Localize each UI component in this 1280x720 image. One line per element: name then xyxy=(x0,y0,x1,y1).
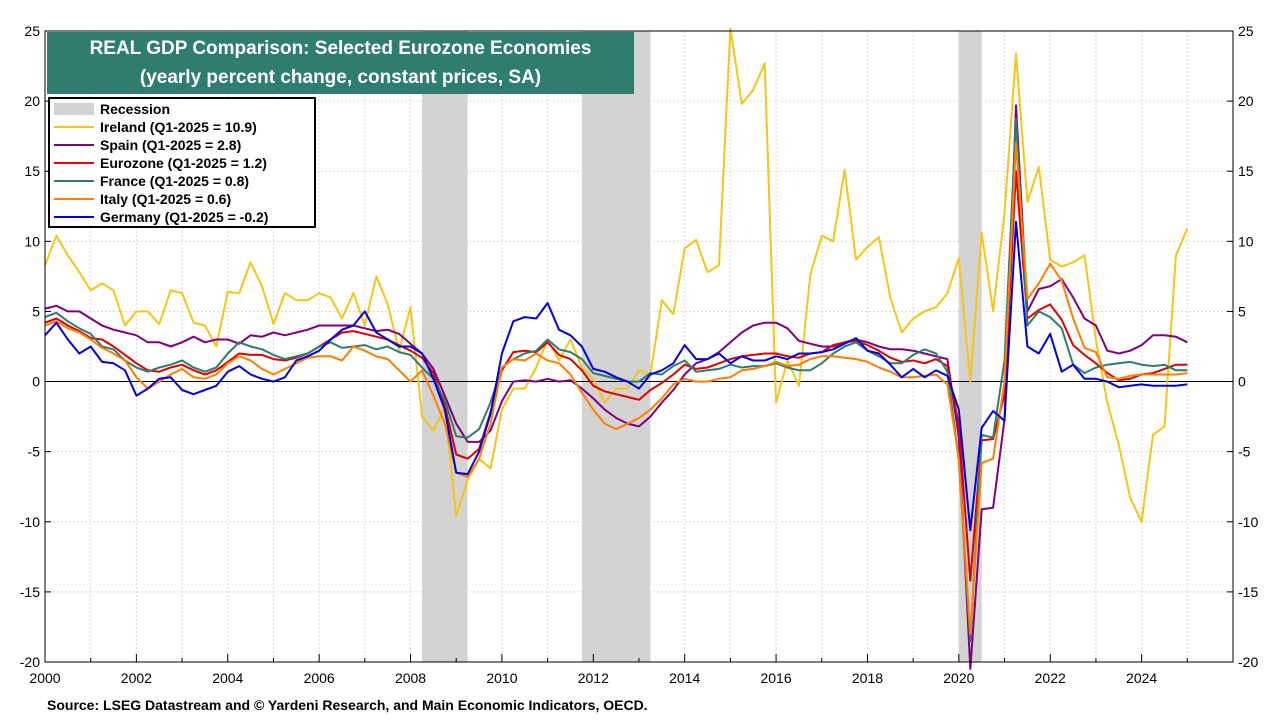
legend-swatch-italy xyxy=(54,198,94,200)
x-tick-label: 2008 xyxy=(395,670,426,686)
series-line xyxy=(44,27,1189,523)
legend-swatch-recession xyxy=(54,103,94,115)
y-tick-label-right: 10 xyxy=(1238,233,1254,249)
y-tick-label-right: -5 xyxy=(1238,444,1251,460)
legend: Recession Ireland (Q1-2025 = 10.9) Spain… xyxy=(48,97,316,228)
series-line xyxy=(44,142,1188,635)
legend-swatch-ireland xyxy=(54,126,94,128)
chart-title: REAL GDP Comparison: Selected Eurozone E… xyxy=(47,32,634,94)
y-tick-label-right: 0 xyxy=(1238,374,1246,390)
x-tick-label: 2016 xyxy=(760,670,791,686)
legend-item-ireland: Ireland (Q1-2025 = 10.9) xyxy=(54,118,257,136)
x-tick-label: 2012 xyxy=(578,670,609,686)
legend-swatch-france xyxy=(54,180,94,182)
legend-item-spain: Spain (Q1-2025 = 2.8) xyxy=(54,136,241,154)
recession-band xyxy=(421,31,468,662)
legend-label-germany: Germany (Q1-2025 = -0.2) xyxy=(100,209,269,225)
legend-label-ireland: Ireland (Q1-2025 = 10.9) xyxy=(100,119,257,135)
source-note: Source: LSEG Datastream and © Yardeni Re… xyxy=(47,697,648,713)
x-tick-label: 2004 xyxy=(212,670,243,686)
y-tick-label-left: 25 xyxy=(24,23,40,39)
legend-item-germany: Germany (Q1-2025 = -0.2) xyxy=(54,208,268,226)
x-tick-label: 2020 xyxy=(943,670,974,686)
chart-title-line1: REAL GDP Comparison: Selected Eurozone E… xyxy=(89,38,592,59)
x-tick-label: 2002 xyxy=(121,670,152,686)
y-tick-label-right: 20 xyxy=(1238,93,1254,109)
y-tick-label-left: 20 xyxy=(24,93,40,109)
recession-band xyxy=(581,31,651,662)
chart-title-line2: (yearly percent change, constant prices,… xyxy=(139,67,542,88)
legend-item-france: France (Q1-2025 = 0.8) xyxy=(54,172,249,190)
legend-item-italy: Italy (Q1-2025 = 0.6) xyxy=(54,190,231,208)
legend-swatch-spain xyxy=(54,144,94,146)
series-lines xyxy=(44,27,1189,670)
series-line xyxy=(44,220,1188,532)
x-tick-label: 2000 xyxy=(29,670,60,686)
x-tick-label: 2018 xyxy=(852,670,883,686)
x-tick-label: 2014 xyxy=(669,670,700,686)
legend-item-eurozone: Eurozone (Q1-2025 = 1.2) xyxy=(54,154,267,172)
x-tick-label: 2010 xyxy=(486,670,517,686)
y-tick-label-right: -10 xyxy=(1238,514,1258,530)
legend-label-spain: Spain (Q1-2025 = 2.8) xyxy=(100,137,242,153)
legend-swatch-germany xyxy=(54,216,94,218)
x-tick-label: 2006 xyxy=(304,670,335,686)
y-tick-label-left: -15 xyxy=(20,584,40,600)
y-tick-label-left: -20 xyxy=(20,654,40,670)
series-line xyxy=(44,118,1188,642)
series-line xyxy=(44,104,1188,670)
y-tick-label-right: -15 xyxy=(1238,584,1258,600)
recession-bands xyxy=(421,31,982,662)
legend-label-eurozone: Eurozone (Q1-2025 = 1.2) xyxy=(100,155,267,171)
legend-label-recession: Recession xyxy=(100,101,171,117)
y-tick-label-right: 25 xyxy=(1238,23,1254,39)
y-tick-label-left: 10 xyxy=(24,233,40,249)
legend-swatch-eurozone xyxy=(54,162,94,164)
legend-label-france: France (Q1-2025 = 0.8) xyxy=(100,173,250,189)
y-tick-label-left: -10 xyxy=(20,514,40,530)
legend-label-italy: Italy (Q1-2025 = 0.6) xyxy=(100,191,232,207)
series-line xyxy=(44,170,1188,582)
x-tick-label: 2022 xyxy=(1035,670,1066,686)
y-tick-label-right: -20 xyxy=(1238,654,1258,670)
y-tick-label-right: 15 xyxy=(1238,163,1254,179)
y-tick-label-right: 5 xyxy=(1238,303,1246,319)
y-tick-label-left: 5 xyxy=(32,303,40,319)
legend-item-recession: Recession xyxy=(54,100,170,118)
y-tick-label-left: -5 xyxy=(28,444,41,460)
y-tick-label-left: 15 xyxy=(24,163,40,179)
y-tick-label-left: 0 xyxy=(32,374,40,390)
x-tick-label: 2024 xyxy=(1126,670,1157,686)
